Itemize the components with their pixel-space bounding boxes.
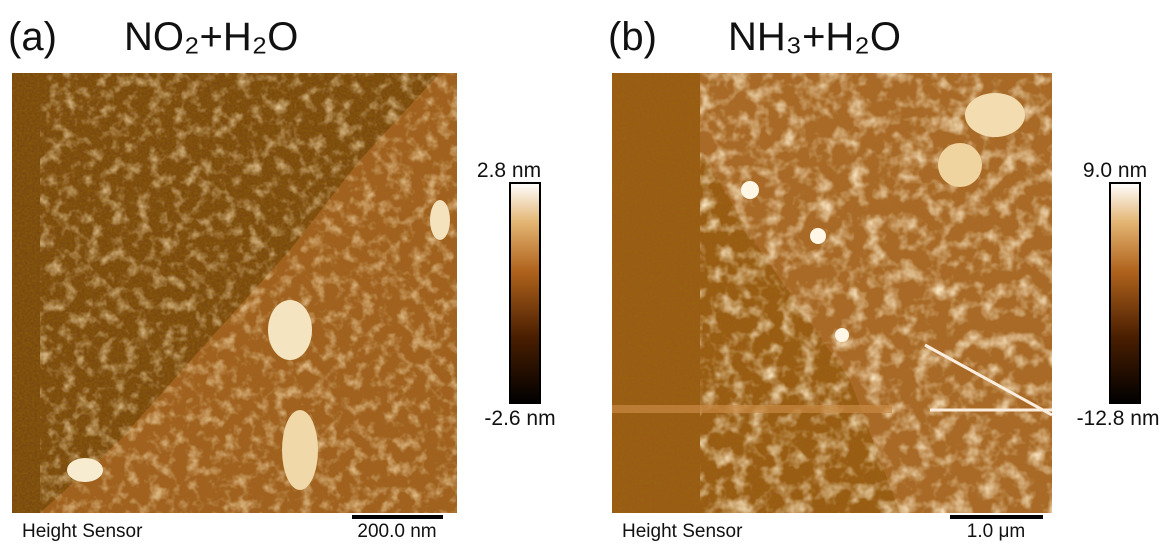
caption: Height Sensor [622,521,743,542]
afm-image [12,73,457,513]
colorbar-min: -12.8 nm [1077,407,1160,430]
colorbar-min: -2.6 nm [484,407,555,430]
colorbar [510,183,540,403]
figure: (a) NO₂+H₂O 2.8 nm -2.6 nm Height Sensor… [0,0,1172,544]
panel-label: (a) [8,15,57,59]
colorbar [1110,183,1140,403]
colorbar-max: 2.8 nm [477,159,541,182]
panel-title: NH₃+H₂O [728,15,901,59]
colorbar-max: 9.0 nm [1083,159,1147,182]
panel-title: NO₂+H₂O [124,15,298,59]
scale-bar-label: 1.0 μm [967,521,1025,542]
scale-bar-label: 200.0 nm [357,521,436,542]
caption: Height Sensor [22,521,143,542]
afm-image [612,73,1052,513]
panel-label: (b) [608,15,657,59]
